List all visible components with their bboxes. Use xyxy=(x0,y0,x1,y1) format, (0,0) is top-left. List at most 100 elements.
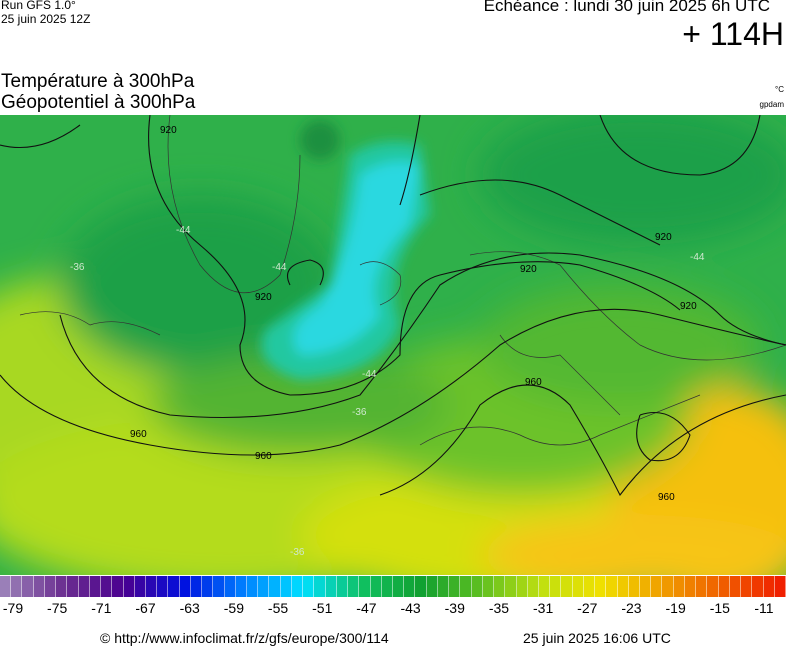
colorbar-swatch xyxy=(0,576,12,597)
colorbar-swatch xyxy=(168,576,180,597)
colorbar-swatch xyxy=(269,576,281,597)
colorbar-swatch xyxy=(325,576,337,597)
contour-label: -36 xyxy=(70,262,85,273)
colorbar-swatch xyxy=(157,576,169,597)
colorbar-label: -15 xyxy=(709,600,730,616)
colorbar-swatch xyxy=(247,576,259,597)
colorbar-swatch xyxy=(482,576,495,597)
colorbar-swatch xyxy=(78,576,90,597)
colorbar-swatch xyxy=(550,576,562,597)
colorbar-swatch xyxy=(56,576,68,597)
colorbar-swatch xyxy=(684,576,697,597)
colorbar-label: -43 xyxy=(400,600,421,616)
colorbar-swatch xyxy=(617,576,629,597)
colorbar-swatch xyxy=(280,576,292,597)
lead-time: + 114H xyxy=(682,16,784,52)
forecast-time: Echéance : lundi 30 juin 2025 6h UTC xyxy=(483,0,770,15)
contour-label: -44 xyxy=(272,262,287,273)
colorbar-swatch xyxy=(718,576,730,597)
colorbar-swatch xyxy=(651,576,663,597)
colorbar-swatch xyxy=(404,576,416,597)
colorbar-label: -67 xyxy=(135,600,156,616)
colorbar-swatch xyxy=(348,576,360,597)
title-geopotential: Géopotentiel à 300hPa xyxy=(1,92,196,113)
colorbar-swatch xyxy=(460,576,472,597)
colorbar-swatch xyxy=(67,576,79,597)
colorbar-swatch xyxy=(583,576,596,597)
colorbar-swatch xyxy=(516,576,528,597)
colorbar-swatch xyxy=(112,576,124,597)
temperature-field xyxy=(0,115,786,575)
source-url: © http://www.infoclimat.fr/z/gfs/europe/… xyxy=(100,630,389,646)
colorbar-swatch xyxy=(359,576,371,597)
colorbar-swatch xyxy=(381,576,393,597)
colorbar-swatch xyxy=(101,576,113,597)
colorbar-swatch xyxy=(202,576,214,597)
unit-geopotential: gpdam xyxy=(759,100,784,109)
contour-label: 920 xyxy=(680,301,697,312)
colorbar-label: -27 xyxy=(577,600,598,616)
colorbar-label: -51 xyxy=(312,600,333,616)
colorbar-label: -31 xyxy=(532,600,554,616)
unit-temperature: °C xyxy=(775,85,784,94)
colorbar-swatch xyxy=(190,576,203,597)
colorbar-swatch xyxy=(572,576,584,597)
colorbar-swatch xyxy=(258,576,270,597)
colorbar-swatch xyxy=(134,576,146,597)
colorbar-swatch xyxy=(471,576,483,597)
colorbar-swatch xyxy=(145,576,158,597)
colorbar-swatch xyxy=(538,576,551,597)
colorbar-swatch xyxy=(505,576,517,597)
generated-timestamp: 25 juin 2025 16:06 UTC xyxy=(523,630,671,646)
contour-label: -36 xyxy=(352,407,367,418)
colorbar-swatch xyxy=(729,576,742,597)
contour-label: -44 xyxy=(176,225,191,236)
colorbar-label: -63 xyxy=(179,600,200,616)
contour-labels: 920 920 920 920 920 960 960 960 960 -44 -44 -44 -44 -… xyxy=(70,125,705,558)
colorbar-swatch xyxy=(22,576,34,597)
colorbar-swatch xyxy=(370,576,382,597)
colorbar-swatch xyxy=(213,576,225,597)
run-label: Run GFS 1.0° xyxy=(1,0,76,12)
colorbar-swatch xyxy=(336,576,349,597)
colorbar-swatch xyxy=(606,576,618,597)
colorbar-swatch xyxy=(123,576,135,597)
colorbar-swatch xyxy=(763,576,775,597)
colorbar-swatch xyxy=(44,576,57,597)
colorbar-swatch xyxy=(640,576,652,597)
colorbar-swatch xyxy=(741,576,753,597)
colorbar-swatch xyxy=(235,576,248,597)
colorbar-swatch xyxy=(628,576,641,597)
colorbar-swatch xyxy=(774,576,786,597)
colorbar-swatch xyxy=(179,576,191,597)
colorbar-swatch xyxy=(224,576,236,597)
map: 920 920 920 920 920 960 960 960 960 -44 -44 -44 -44 -… xyxy=(0,115,786,575)
colorbar-label: -71 xyxy=(91,600,112,616)
colorbar-swatch xyxy=(752,576,764,597)
colorbar-label: -35 xyxy=(488,600,510,616)
colorbar-swatch xyxy=(561,576,573,597)
colorbar-label: -19 xyxy=(665,600,686,616)
colorbar-swatch xyxy=(494,576,506,597)
contour-label: 960 xyxy=(130,429,147,440)
colorbar-swatch xyxy=(415,576,427,597)
colorbar-label: -11 xyxy=(754,600,774,616)
geopotential-contours xyxy=(0,115,786,497)
contour-label: -36 xyxy=(290,547,305,558)
contour-label: 920 xyxy=(655,232,672,243)
colorbar-swatch xyxy=(673,576,685,597)
contour-label: 920 xyxy=(255,292,272,303)
colorbar-swatch xyxy=(707,576,719,597)
colorbar-swatch xyxy=(437,576,450,597)
colorbar-label: -55 xyxy=(267,600,289,616)
colorbar-swatch xyxy=(449,576,461,597)
contour-label: 960 xyxy=(255,451,272,462)
colorbar-swatch xyxy=(527,576,539,597)
coastlines xyxy=(19,115,786,446)
contour-label: 920 xyxy=(160,125,177,136)
colorbar-swatch xyxy=(11,576,23,597)
colorbar-swatch xyxy=(314,576,326,597)
colorbar-swatch xyxy=(89,576,102,597)
colorbar-swatch xyxy=(291,576,304,597)
